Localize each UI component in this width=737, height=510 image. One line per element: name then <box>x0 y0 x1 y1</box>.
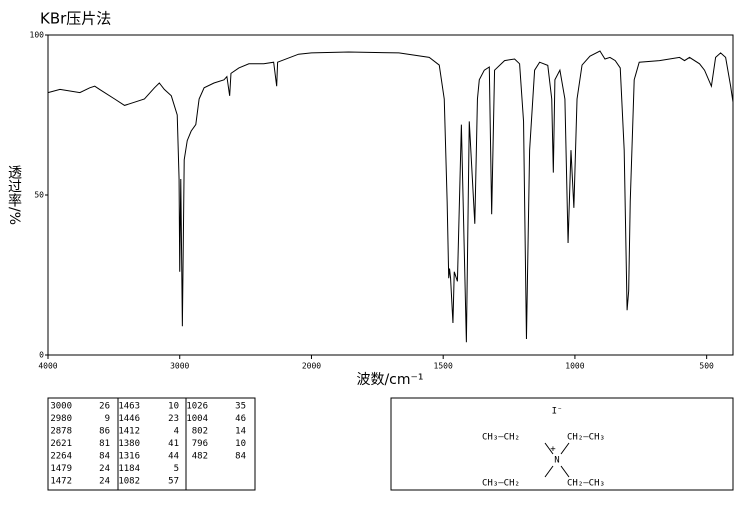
peak-wavenumber: 1316 <box>118 452 140 462</box>
y-tick-label: 100 <box>30 31 45 40</box>
peak-wavenumber: 1380 <box>118 439 140 449</box>
peak-transmittance: 86 <box>99 427 110 437</box>
peak-transmittance: 23 <box>168 414 179 424</box>
peak-wavenumber: 1472 <box>50 477 72 487</box>
peak-transmittance: 44 <box>168 452 179 462</box>
structure: I⁻ CH₃—CH₂ CH₂—CH₃ CH₃—CH₂ CH₂—CH₃ N + <box>482 407 605 489</box>
peak-wavenumber: 2621 <box>50 439 72 449</box>
peak-transmittance: 57 <box>168 477 179 487</box>
peak-wavenumber: 482 <box>192 452 208 462</box>
nitrogen: N <box>554 456 559 466</box>
chart-title: KBr压片法 <box>40 10 111 28</box>
anion: I⁻ <box>552 407 563 417</box>
ethyl-group: CH₂—CH₃ <box>567 433 605 443</box>
spectrum-line <box>47 50 734 343</box>
bond <box>560 465 570 478</box>
bond <box>544 442 554 455</box>
peak-wavenumber: 796 <box>192 439 208 449</box>
peak-wavenumber: 1479 <box>50 464 72 474</box>
ethyl-group: CH₃—CH₂ <box>482 479 520 489</box>
peak-wavenumber: 1412 <box>118 427 140 437</box>
peak-transmittance: 5 <box>174 464 179 474</box>
peak-transmittance: 81 <box>99 439 110 449</box>
y-tick-label: 0 <box>39 351 44 360</box>
peak-transmittance: 26 <box>99 402 110 412</box>
x-tick-label: 4000 <box>38 362 57 371</box>
peak-transmittance: 24 <box>99 464 110 474</box>
bond <box>560 442 570 455</box>
x-tick-label: 1000 <box>565 362 584 371</box>
x-tick-label: 1500 <box>434 362 453 371</box>
peak-transmittance: 46 <box>235 414 246 424</box>
peak-wavenumber: 1463 <box>118 402 140 412</box>
peak-wavenumber: 1446 <box>118 414 140 424</box>
peak-transmittance: 24 <box>99 477 110 487</box>
peak-transmittance: 4 <box>174 427 179 437</box>
peak-wavenumber: 3000 <box>50 402 72 412</box>
peak-wavenumber: 2264 <box>50 452 72 462</box>
peak-transmittance: 14 <box>235 427 246 437</box>
peak-wavenumber: 1026 <box>186 402 208 412</box>
peak-wavenumber: 1082 <box>118 477 140 487</box>
charge: + <box>550 445 556 455</box>
peak-transmittance: 10 <box>235 439 246 449</box>
y-axis-label: 透过率/% <box>6 165 22 225</box>
peak-wavenumber: 2980 <box>50 414 72 424</box>
peak-transmittance: 41 <box>168 439 179 449</box>
peak-transmittance: 84 <box>99 452 110 462</box>
peak-transmittance: 10 <box>168 402 179 412</box>
ethyl-group: CH₃—CH₂ <box>482 433 520 443</box>
peak-wavenumber: 802 <box>192 427 208 437</box>
x-tick-label: 2000 <box>302 362 321 371</box>
peak-transmittance: 84 <box>235 452 246 462</box>
peak-wavenumber: 1004 <box>186 414 208 424</box>
y-tick-label: 50 <box>34 191 44 200</box>
peak-transmittance: 35 <box>235 402 246 412</box>
x-axis-label: 波数/cm⁻¹ <box>356 372 423 388</box>
peak-table-frame <box>47 397 256 491</box>
peak-wavenumber: 1184 <box>118 464 140 474</box>
peak-wavenumber: 2878 <box>50 427 72 437</box>
bond <box>544 465 554 478</box>
x-tick-label: 3000 <box>170 362 189 371</box>
x-tick-label: 500 <box>699 362 714 371</box>
ethyl-group: CH₂—CH₃ <box>567 479 605 489</box>
peak-transmittance: 9 <box>105 414 110 424</box>
structure-frame <box>390 397 734 491</box>
